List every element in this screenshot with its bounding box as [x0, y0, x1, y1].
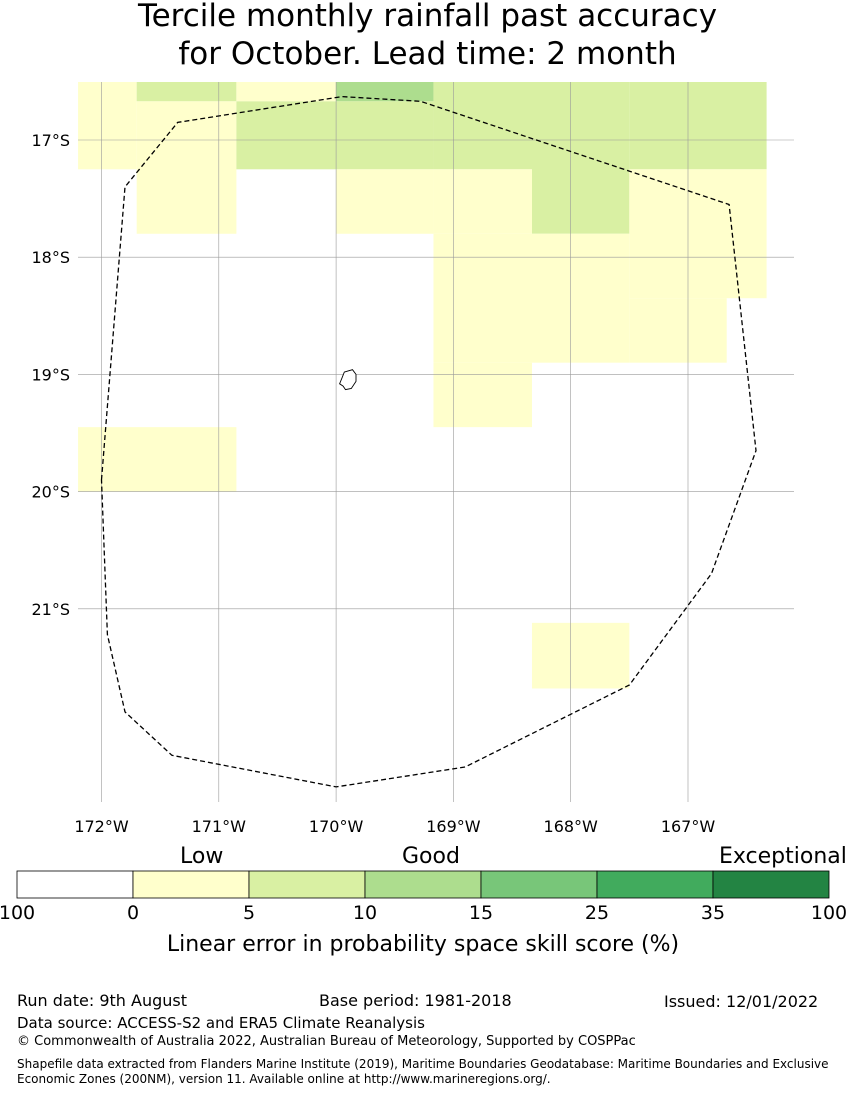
colorbar-tick-label: 15: [468, 902, 494, 924]
colorbar-swatch: [132, 870, 250, 899]
map-title-line-1: Tercile monthly rainfall past accuracy: [137, 0, 718, 34]
longitude-label: 167°W: [661, 817, 716, 836]
skill-cell: [531, 82, 630, 234]
colorbar-swatch: [596, 870, 714, 899]
skill-cell: [78, 82, 137, 170]
colorbar-tick-label: 10: [352, 902, 378, 924]
skill-cell: [629, 82, 767, 170]
colorbar-tick-label: 25: [584, 902, 610, 924]
issued-date: Issued: 12/01/2022: [664, 992, 819, 1011]
colorbar-tick-label: 0: [126, 902, 140, 924]
latitude-label: 21°S: [31, 600, 70, 619]
colorbar-swatch: [248, 870, 366, 899]
skill-cell: [136, 101, 237, 234]
base-period: Base period: 1981-2018: [319, 991, 512, 1010]
skill-cell: [336, 82, 434, 102]
latitude-label: 18°S: [31, 248, 70, 267]
skill-cell: [433, 169, 532, 234]
colorbar-swatch: [16, 870, 134, 899]
longitude-label: 170°W: [309, 817, 364, 836]
latitude-label: 17°S: [31, 131, 70, 150]
rainfall-skill-map: 17°S 18°S 19°S 20°S 21°S 172°W 171°W 170°W 169°…: [31, 82, 794, 836]
island-outline: [339, 369, 357, 391]
map-title-line-2: for October. Lead time: 2 month: [178, 36, 677, 72]
run-date: Run date: 9th August: [17, 991, 187, 1010]
eez-boundary: [100, 95, 757, 788]
skill-cell: [136, 82, 237, 102]
colorbar-swatch: [712, 870, 830, 899]
colorbar-tick-label: 100: [810, 902, 848, 924]
colorbar-swatch: [480, 870, 598, 899]
longitude-label: 168°W: [544, 817, 599, 836]
graticule: [78, 82, 794, 802]
legend-category-low: Low: [180, 844, 224, 869]
latitude-labels: 17°S 18°S 19°S 20°S 21°S: [31, 131, 70, 619]
data-source: Data source: ACCESS-S2 and ERA5 Climate …: [17, 1014, 425, 1032]
skill-cell: [629, 169, 767, 299]
colorbar-label: Linear error in probability space skill …: [166, 932, 680, 957]
skill-cells: [78, 82, 767, 689]
colorbar-tick-label: 100: [0, 902, 36, 924]
longitude-label: 169°W: [426, 817, 481, 836]
skill-cell: [236, 101, 337, 170]
colorbar-tick-label: 35: [700, 902, 726, 924]
skill-cell: [336, 101, 434, 170]
skill-cell: [433, 233, 532, 363]
longitude-label: 171°W: [192, 817, 247, 836]
skill-cell: [531, 233, 630, 363]
skill-cell: [433, 82, 532, 170]
skill-cell: [236, 82, 337, 102]
latitude-label: 19°S: [31, 365, 70, 384]
skill-cell: [531, 622, 630, 689]
legend-category-good: Good: [402, 844, 460, 869]
shapefile-credit: Shapefile data extracted from Flanders M…: [17, 1057, 829, 1086]
skill-cell: [433, 362, 532, 428]
colorbar-swatch: [364, 870, 482, 899]
copyright: © Commonwealth of Australia 2022, Austra…: [17, 1034, 636, 1049]
skill-cell: [336, 169, 434, 234]
skill-cell: [629, 298, 727, 363]
longitude-label: 172°W: [74, 817, 129, 836]
longitude-labels: 172°W 171°W 170°W 169°W 168°W 167°W: [74, 817, 715, 836]
legend-category-exceptional: Exceptional: [719, 844, 847, 869]
latitude-label: 20°S: [31, 483, 70, 502]
colorbar-tick-label: 5: [242, 902, 256, 924]
